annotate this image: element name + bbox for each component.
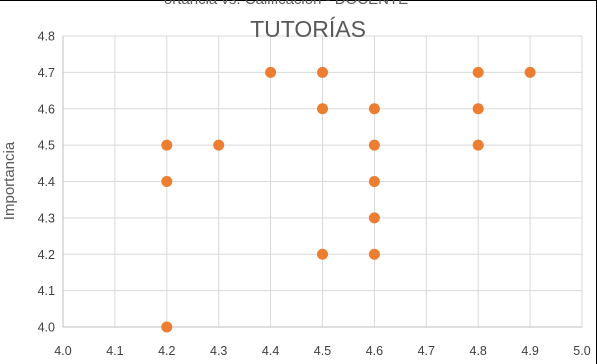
x-tick-label: 5.0 — [573, 344, 590, 358]
x-tick-label: 4.4 — [262, 344, 279, 358]
y-tick-label: 4.1 — [38, 284, 55, 298]
data-point — [317, 248, 328, 260]
y-tick-labels: 4.0 4.1 4.2 4.3 4.4 4.5 4.6 4.7 4.8 — [38, 30, 55, 335]
data-point — [368, 212, 380, 224]
data-point — [161, 321, 173, 333]
data-point — [472, 139, 484, 151]
y-tick-label: 4.5 — [38, 139, 55, 153]
x-tick-label: 4.1 — [106, 344, 123, 358]
data-point — [213, 139, 225, 151]
y-tick-label: 4.7 — [38, 66, 55, 80]
data-point — [368, 176, 380, 187]
x-tick-label: 4.7 — [418, 344, 435, 358]
axes — [62, 36, 582, 328]
y-tick-label: 4.2 — [38, 248, 55, 262]
data-points — [161, 66, 536, 333]
grid-lines — [62, 35, 583, 328]
data-point — [524, 66, 536, 78]
y-tick-label: 4.4 — [38, 175, 55, 189]
data-point — [317, 103, 328, 115]
cropped-top-title: ortancia vs. Calificación - DOCENTE — [164, 0, 408, 8]
data-point — [368, 248, 380, 260]
data-point — [265, 66, 277, 78]
data-point — [368, 139, 380, 151]
y-tick-label: 4.6 — [38, 102, 55, 116]
y-tick-label: 4.3 — [38, 211, 55, 225]
x-tick-label: 4.8 — [470, 344, 487, 358]
x-tick-label: 4.0 — [54, 344, 71, 358]
x-tick-labels: 4.0 4.1 4.2 4.3 4.4 4.5 4.6 4.7 4.8 4.9 5.0 — [54, 344, 590, 358]
chart-title: TUTORÍAS — [250, 16, 366, 42]
data-point — [161, 139, 173, 151]
data-point — [161, 176, 173, 187]
data-point — [472, 103, 484, 115]
data-point — [472, 66, 484, 78]
x-tick-label: 4.6 — [366, 344, 383, 358]
y-axis-label: Importancia — [1, 141, 18, 220]
x-tick-label: 4.2 — [158, 344, 175, 358]
y-tick-label: 4.0 — [38, 321, 55, 335]
data-point — [317, 66, 328, 78]
x-tick-label: 4.9 — [521, 344, 538, 358]
x-tick-label: 4.3 — [210, 344, 227, 358]
data-point — [368, 103, 380, 115]
x-tick-label: 4.5 — [314, 344, 331, 358]
y-tick-label: 4.8 — [38, 30, 55, 44]
